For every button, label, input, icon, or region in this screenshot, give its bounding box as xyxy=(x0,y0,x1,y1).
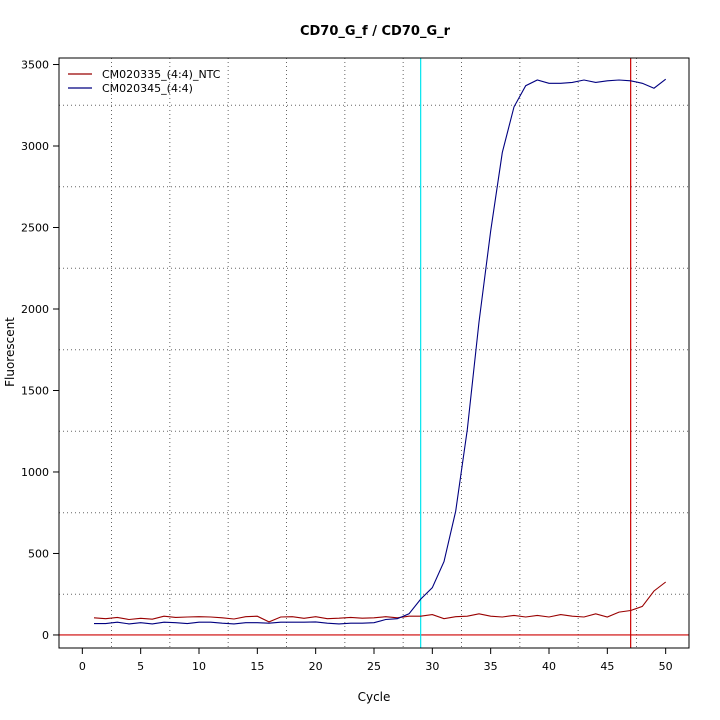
y-tick-label: 2000 xyxy=(21,303,49,316)
y-tick-label: 2500 xyxy=(21,222,49,235)
x-axis: 0 5 10 15 20 25 30 35 40 45 50 xyxy=(79,648,673,673)
x-tick-label: 15 xyxy=(250,660,264,673)
x-tick-label: 10 xyxy=(192,660,206,673)
y-tick-label: 3000 xyxy=(21,140,49,153)
x-tick-label: 45 xyxy=(600,660,614,673)
series-lines xyxy=(93,78,667,625)
x-axis-title: Cycle xyxy=(358,690,391,704)
x-tick-label: 5 xyxy=(137,660,144,673)
x-tick-label: 30 xyxy=(425,660,439,673)
series-line-0 xyxy=(93,581,667,623)
y-tick-label: 1500 xyxy=(21,384,49,397)
series-line-1 xyxy=(94,78,667,625)
plot-frame xyxy=(58,57,690,649)
x-tick-label: 40 xyxy=(542,660,556,673)
legend-label-1: CM020345_(4:4) xyxy=(102,82,193,95)
y-axis-title: Fluorescent xyxy=(3,317,17,387)
y-tick-label: 3500 xyxy=(21,59,49,72)
y-tick-label: 0 xyxy=(42,629,49,642)
x-tick-label: 0 xyxy=(79,660,86,673)
y-axis: 0 500 1000 1500 2000 2500 3000 3500 xyxy=(21,59,59,642)
grid xyxy=(59,58,689,648)
chart-title: CD70_G_f / CD70_G_r xyxy=(300,24,451,39)
x-tick-label: 50 xyxy=(659,660,673,673)
x-tick-label: 35 xyxy=(484,660,498,673)
x-tick-label: 25 xyxy=(367,660,381,673)
y-tick-label: 1000 xyxy=(21,466,49,479)
x-tick-label: 20 xyxy=(309,660,323,673)
y-tick-label: 500 xyxy=(28,547,49,560)
legend-label-0: CM020335_(4:4)_NTC xyxy=(102,68,221,81)
reference-lines xyxy=(59,58,689,648)
